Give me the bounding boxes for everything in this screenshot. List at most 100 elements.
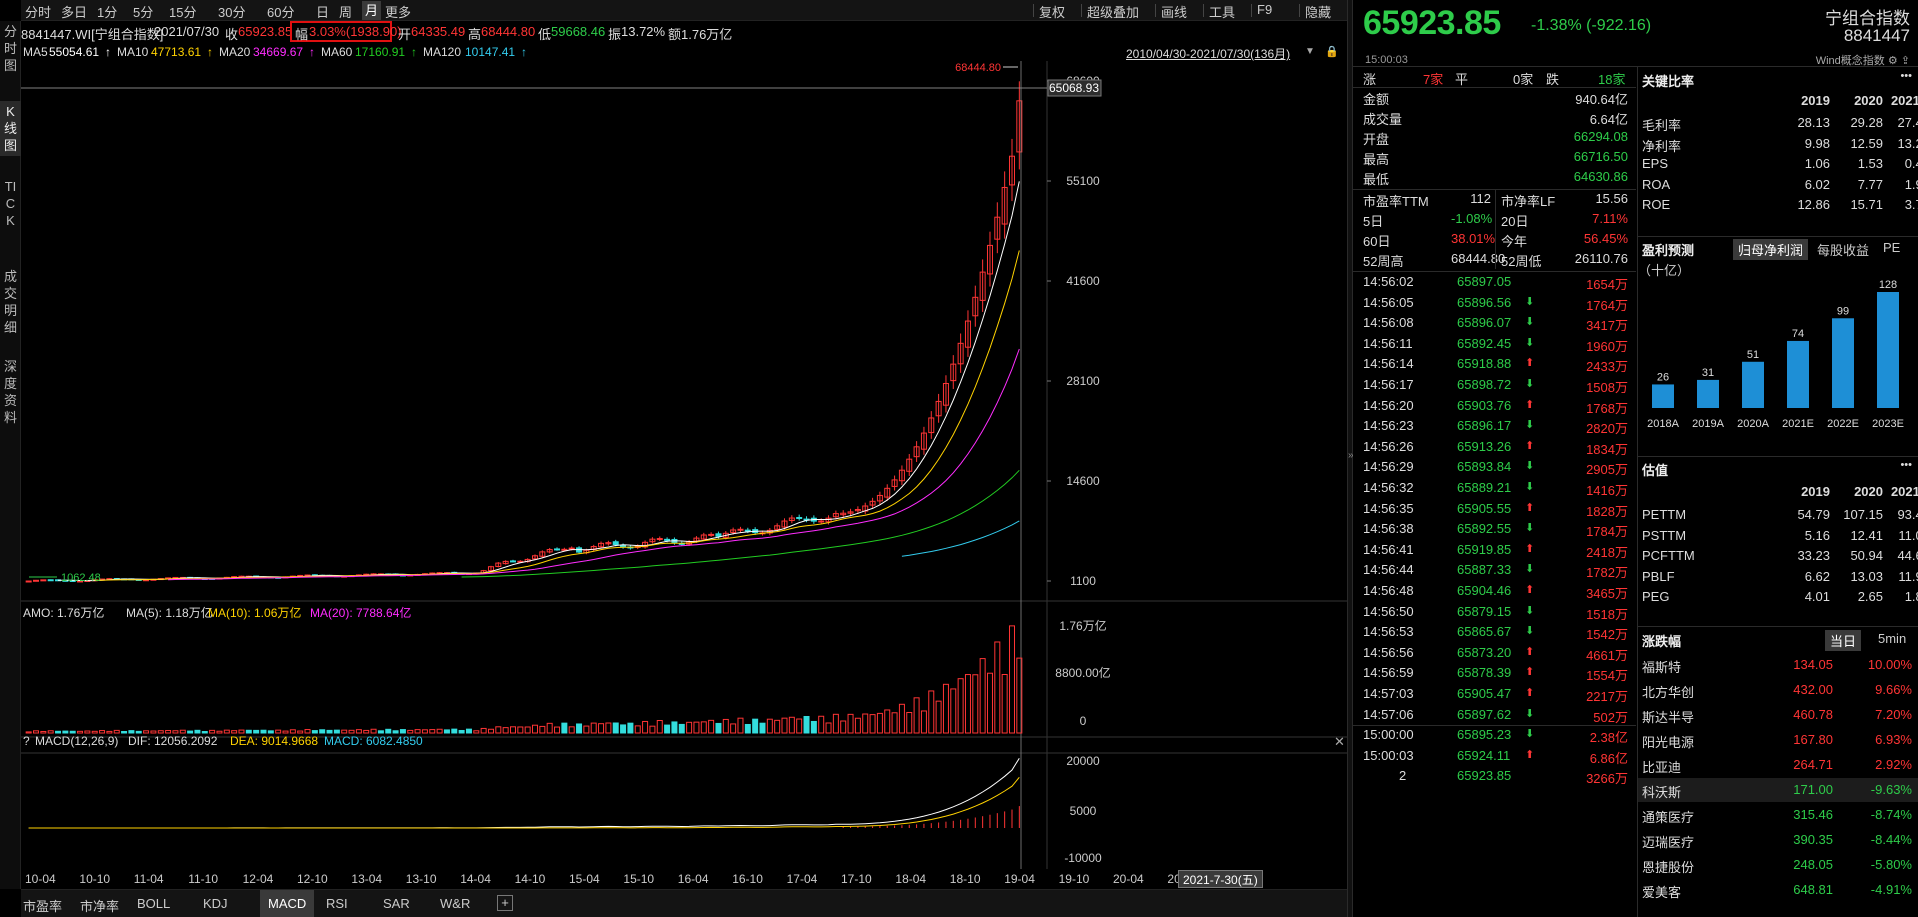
- date-tick-label: 12-04: [242, 872, 274, 886]
- share-icon[interactable]: ⇪: [1900, 55, 1910, 67]
- tick-price: 65896.17: [1457, 418, 1512, 434]
- left-tab-3[interactable]: 成交明细: [0, 266, 21, 338]
- lock-icon[interactable]: 🔒: [1325, 46, 1339, 58]
- period-tab-3[interactable]: 5分: [133, 5, 154, 20]
- indicator-tab-0[interactable]: 市盈率: [23, 899, 63, 914]
- period-tab-8[interactable]: 周: [339, 5, 353, 20]
- candle-body: [561, 548, 568, 551]
- panel-divider[interactable]: »: [1347, 0, 1354, 917]
- candle-body: [715, 533, 722, 537]
- candle-body: [847, 511, 854, 514]
- date-tick-label: 19-10: [1058, 872, 1090, 886]
- volume-bar: [304, 729, 311, 734]
- mover-row[interactable]: 迈瑞医疗 390.35 -8.44%: [1638, 828, 1918, 852]
- candle-body: [605, 542, 612, 545]
- stat-row: 最低 64630.86: [1353, 169, 1636, 189]
- left-tab-4[interactable]: 深度资料: [0, 356, 21, 428]
- toolbar-action-2[interactable]: 画线: [1161, 5, 1188, 20]
- candle-body: [656, 538, 663, 541]
- valuation-year-header: 2021Q: [1890, 484, 1918, 499]
- volume-bar: [275, 729, 282, 734]
- candle-body: [788, 517, 795, 521]
- left-tab-label: 深度资料: [4, 359, 18, 425]
- amount-label: 额: [668, 27, 682, 42]
- ma60-line: [461, 469, 1020, 578]
- period-tab-5[interactable]: 30分: [218, 5, 246, 20]
- indicator-tab-5[interactable]: RSI: [326, 896, 348, 911]
- arrow-down-icon: ⬇: [1525, 604, 1535, 617]
- tick-price: 65897.05: [1457, 274, 1512, 289]
- tick-price: 65923.85: [1457, 768, 1512, 784]
- mover-row[interactable]: 北方华创 432.00 9.66%: [1638, 678, 1918, 702]
- left-tab-0[interactable]: 分时图: [0, 21, 21, 76]
- macd-help-icon[interactable]: ?: [23, 734, 30, 748]
- toolbar-action-0[interactable]: 复权: [1039, 5, 1066, 20]
- left-tab-label: K线图: [4, 104, 18, 153]
- add-indicator-button[interactable]: +: [497, 895, 513, 911]
- candle-body: [832, 513, 839, 518]
- more-icon[interactable]: •••: [1900, 70, 1912, 82]
- down-count-label: 跌: [1546, 72, 1560, 87]
- toolbar-action-3[interactable]: 工具: [1209, 5, 1236, 20]
- volume-bar: [40, 730, 47, 734]
- range-highlight-box: [290, 21, 392, 42]
- indicator-tab-1[interactable]: 市净率: [80, 899, 120, 914]
- tick-price: 65898.72: [1457, 377, 1512, 392]
- forecast-tab-1[interactable]: 每股收益: [1817, 243, 1870, 258]
- left-tab-1[interactable]: K线图: [0, 101, 21, 156]
- period-tab-10[interactable]: 更多: [385, 5, 412, 20]
- mover-row[interactable]: 比亚迪 264.71 2.92%: [1638, 753, 1918, 777]
- close-icon[interactable]: ✕: [1334, 734, 1345, 749]
- mover-row[interactable]: 通策医疗 315.46 -8.74%: [1638, 803, 1918, 827]
- candle-body: [47, 579, 54, 582]
- mover-row[interactable]: 恩捷股份 248.05 -5.80%: [1638, 853, 1918, 877]
- collapse-arrow-icon[interactable]: »: [1348, 450, 1354, 461]
- indicator-tab-6[interactable]: SAR: [383, 896, 410, 911]
- mover-row[interactable]: 科沃斯 171.00 -9.63%: [1638, 778, 1918, 802]
- volume-bar: [421, 729, 428, 734]
- valuation-title: 估值: [1642, 463, 1669, 478]
- mover-row[interactable]: 斯达半导 460.78 7.20%: [1638, 703, 1918, 727]
- dropdown-arrow-icon[interactable]: ▼: [1305, 46, 1315, 57]
- toolbar-action-5[interactable]: 隐藏: [1305, 5, 1332, 20]
- last-price: 65923.85: [1363, 4, 1501, 42]
- volume-bar: [289, 729, 296, 734]
- movers-tab-1[interactable]: 5min: [1878, 631, 1907, 646]
- period-tab-6[interactable]: 60分: [267, 5, 295, 20]
- candle-body: [517, 560, 524, 563]
- period-tab-7[interactable]: 日: [316, 5, 330, 20]
- market-breadth-row: 涨 7家平 0家跌 18家: [1353, 69, 1636, 89]
- tick-row: 14:56:20 65903.76 1768万 ⬆: [1353, 398, 1636, 418]
- indicator-tab-7[interactable]: W&R: [440, 896, 471, 911]
- index-name: 宁组合指数: [1825, 9, 1910, 28]
- mover-row[interactable]: 爱美客 648.81 -4.91%: [1638, 878, 1918, 902]
- volume-bar: [135, 730, 142, 734]
- left-tab-2[interactable]: TICK: [0, 176, 21, 231]
- stat-value: 38.01%: [1451, 231, 1496, 246]
- indicator-tab-3[interactable]: KDJ: [203, 896, 228, 911]
- instrument-code: 8841447.WI[宁组合指数]: [21, 27, 164, 42]
- volume-bar: [326, 729, 333, 734]
- period-tab-9[interactable]: 月: [362, 1, 382, 20]
- forecast-category-label: 2023E: [1872, 418, 1904, 430]
- toolbar-action-4[interactable]: F9: [1257, 2, 1273, 17]
- movers-tab-0[interactable]: 当日: [1825, 630, 1862, 651]
- period-tab-0[interactable]: 分时: [25, 5, 52, 20]
- forecast-tab-2[interactable]: PE: [1883, 240, 1901, 255]
- date-tick-label: 15-10: [623, 872, 655, 886]
- mover-row[interactable]: 福斯特 134.05 10.00%: [1638, 653, 1918, 677]
- stat-value: 64630.86: [1573, 169, 1628, 184]
- period-tab-4[interactable]: 15分: [169, 5, 197, 20]
- toolbar-action-1[interactable]: 超级叠加: [1087, 5, 1140, 20]
- indicator-tab-4[interactable]: MACD: [260, 890, 315, 917]
- period-tab-2[interactable]: 1分: [97, 5, 118, 20]
- gear-icon[interactable]: ⚙: [1887, 55, 1898, 67]
- kline-chart[interactable]: 6860055100416002810014600110065068.93684…: [21, 61, 1347, 869]
- indicator-tab-2[interactable]: BOLL: [137, 896, 171, 911]
- forecast-tab-0[interactable]: 归母净利润: [1733, 239, 1809, 260]
- period-tab-1[interactable]: 多日: [61, 5, 88, 20]
- mover-row[interactable]: 阳光电源 167.80 6.93%: [1638, 728, 1918, 752]
- date-tick-label: 11-04: [133, 872, 164, 886]
- ratio-value: 27.41: [1897, 115, 1918, 130]
- more-icon[interactable]: •••: [1900, 459, 1912, 471]
